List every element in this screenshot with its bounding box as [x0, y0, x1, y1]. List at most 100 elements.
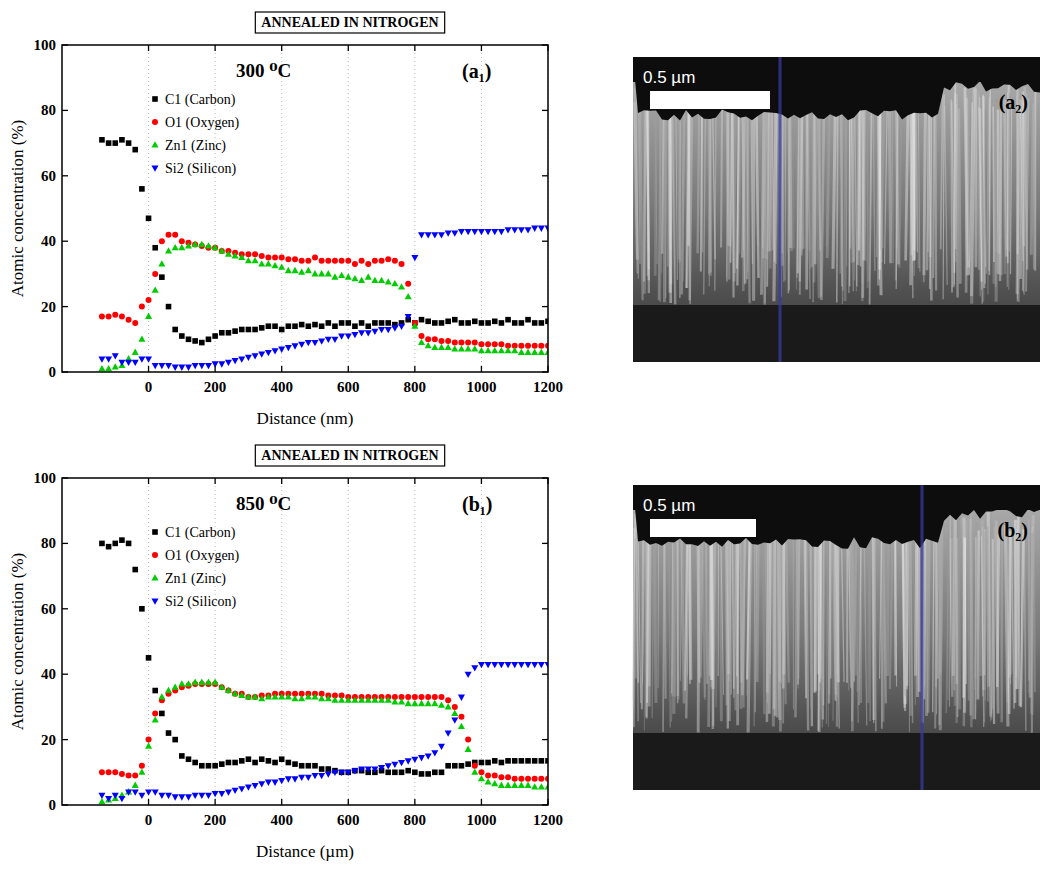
micrograph: 0.5 µm(b₂) — [633, 485, 1040, 790]
data-point — [99, 769, 105, 775]
data-point — [385, 256, 391, 262]
y-tick — [62, 110, 68, 111]
data-point — [198, 241, 205, 247]
data-point — [359, 320, 365, 326]
column-streak — [1014, 520, 1016, 703]
data-point — [405, 281, 411, 287]
data-point — [445, 231, 452, 237]
data-point — [531, 349, 538, 355]
column-streak — [823, 522, 825, 705]
data-point — [212, 244, 219, 250]
column-streak — [950, 100, 953, 293]
data-point — [225, 250, 232, 256]
legend: C1 (Carbon)O1 (Oxygen)Zn1 (Zinc)Si2 (Sil… — [152, 525, 240, 610]
scan-line — [779, 57, 782, 362]
data-point — [292, 776, 299, 782]
chart: ANNEALED IN NITROGEN02004006008001000120… — [8, 12, 563, 428]
column-streak — [940, 521, 942, 674]
series — [98, 662, 548, 802]
data-point — [525, 776, 531, 782]
data-point — [305, 693, 312, 699]
data-point — [438, 232, 445, 238]
data-point — [472, 763, 478, 769]
substrate — [633, 305, 1040, 362]
data-point — [265, 255, 271, 261]
data-point — [178, 794, 185, 800]
data-point — [239, 327, 245, 333]
data-point — [179, 238, 185, 244]
data-point — [252, 760, 258, 766]
column-streak — [916, 522, 917, 676]
data-point — [498, 341, 504, 347]
data-point — [511, 782, 518, 788]
data-point — [505, 317, 511, 323]
data-point — [158, 363, 165, 369]
data-point — [465, 737, 471, 743]
data-point — [518, 349, 525, 355]
data-point — [98, 365, 105, 371]
data-point — [279, 327, 285, 333]
column-streak — [837, 527, 839, 726]
column-streak — [962, 537, 966, 697]
data-point — [306, 323, 312, 329]
column-streak — [747, 532, 750, 679]
data-point — [411, 322, 418, 328]
data-point — [478, 662, 485, 668]
data-point — [192, 760, 198, 766]
legend-label: Si2 (Silicon) — [165, 161, 237, 177]
x-tick — [214, 478, 215, 484]
data-point — [118, 360, 125, 366]
data-point — [331, 273, 338, 279]
data-point — [445, 763, 451, 769]
data-point — [452, 704, 458, 710]
data-point — [478, 775, 485, 781]
scale-bar — [650, 519, 756, 537]
data-point — [485, 229, 492, 235]
data-point — [345, 334, 352, 340]
data-point — [132, 360, 139, 366]
data-point — [326, 766, 332, 772]
y-tick — [542, 608, 548, 609]
data-point — [259, 756, 265, 762]
data-point — [525, 349, 532, 355]
data-point — [371, 277, 378, 283]
data-point — [319, 258, 325, 264]
legend-marker — [152, 119, 158, 125]
y-tick-label: 20 — [41, 299, 56, 315]
legend-marker — [152, 574, 159, 580]
data-point — [519, 320, 525, 326]
data-point — [525, 782, 532, 788]
data-point — [159, 238, 165, 244]
y-tick-label: 80 — [41, 102, 56, 118]
column-streak — [875, 528, 876, 731]
data-point — [432, 336, 438, 342]
data-point — [126, 317, 132, 323]
data-point — [445, 731, 452, 737]
data-point — [132, 349, 139, 355]
data-point — [412, 770, 418, 776]
column-streak — [987, 527, 989, 702]
data-point — [311, 340, 318, 346]
y-tick — [542, 477, 548, 478]
y-tick — [62, 175, 68, 176]
column-streak — [854, 532, 857, 681]
data-point — [345, 697, 352, 703]
image-background — [633, 485, 1040, 790]
y-tick — [62, 477, 68, 478]
data-point — [419, 317, 425, 323]
data-point — [465, 761, 471, 767]
data-point — [299, 322, 305, 328]
column-streak — [886, 535, 890, 676]
y-tick — [62, 543, 68, 544]
data-point — [378, 277, 385, 283]
data-point — [485, 320, 491, 326]
column-streak — [640, 111, 643, 301]
scan-line — [921, 485, 924, 790]
data-point — [532, 343, 538, 349]
data-point — [178, 244, 185, 250]
column-streak — [810, 524, 812, 707]
column-streak — [800, 112, 801, 295]
data-point — [471, 345, 478, 351]
data-point — [225, 360, 232, 366]
data-point — [512, 758, 518, 764]
